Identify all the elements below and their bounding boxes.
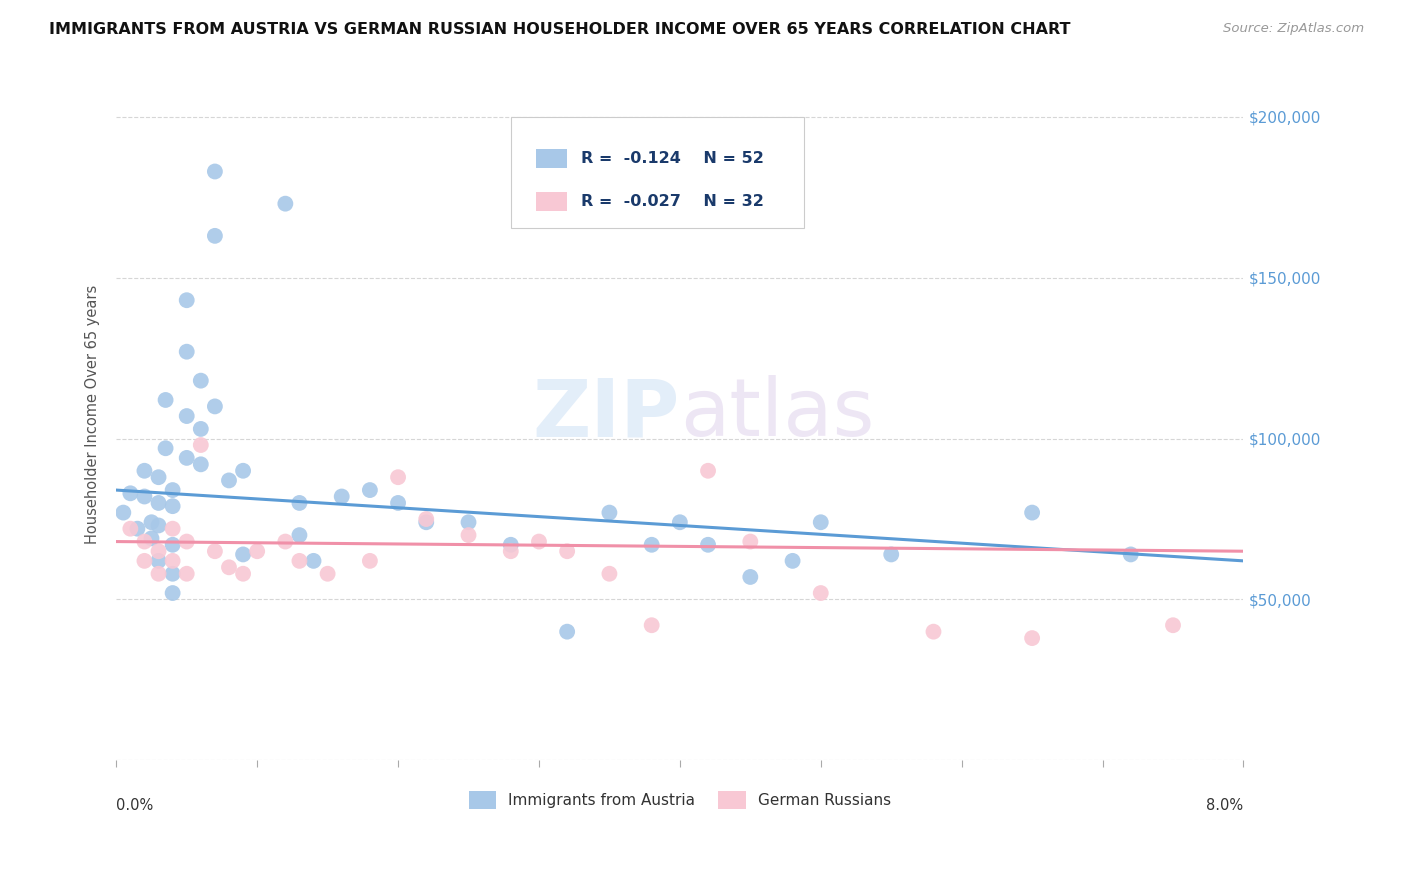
Point <box>387 496 409 510</box>
Point <box>527 534 550 549</box>
Legend: Immigrants from Austria, German Russians: Immigrants from Austria, German Russians <box>463 785 897 815</box>
Point <box>246 544 269 558</box>
Point <box>415 515 437 529</box>
Point <box>499 538 522 552</box>
Point <box>204 228 226 243</box>
Point <box>204 544 226 558</box>
Point <box>155 392 177 407</box>
Point <box>274 534 297 549</box>
Point <box>148 518 170 533</box>
Point <box>810 515 832 529</box>
Point <box>1021 506 1043 520</box>
Point <box>232 464 254 478</box>
Point <box>134 534 156 549</box>
Point <box>641 618 664 632</box>
Point <box>810 586 832 600</box>
FancyBboxPatch shape <box>510 117 804 227</box>
Point <box>120 486 142 500</box>
Point <box>162 522 184 536</box>
Point <box>316 566 339 581</box>
Point <box>190 458 212 472</box>
Point <box>176 409 198 423</box>
FancyBboxPatch shape <box>536 192 567 211</box>
Point <box>176 450 198 465</box>
Point <box>782 554 804 568</box>
Text: Source: ZipAtlas.com: Source: ZipAtlas.com <box>1223 22 1364 36</box>
Point <box>740 534 762 549</box>
Point <box>922 624 945 639</box>
Point <box>555 544 578 558</box>
Text: IMMIGRANTS FROM AUSTRIA VS GERMAN RUSSIAN HOUSEHOLDER INCOME OVER 65 YEARS CORRE: IMMIGRANTS FROM AUSTRIA VS GERMAN RUSSIA… <box>49 22 1071 37</box>
Point <box>641 538 664 552</box>
Point <box>1161 618 1184 632</box>
Y-axis label: Householder Income Over 65 years: Householder Income Over 65 years <box>86 285 100 544</box>
Text: R =  -0.027    N = 32: R = -0.027 N = 32 <box>581 194 763 209</box>
Point <box>288 496 311 510</box>
Point <box>598 506 620 520</box>
Point <box>148 566 170 581</box>
Point <box>880 548 903 562</box>
Point <box>148 554 170 568</box>
Point <box>1021 631 1043 645</box>
Point <box>162 538 184 552</box>
Point <box>162 554 184 568</box>
Point <box>669 515 692 529</box>
Point <box>162 586 184 600</box>
Point <box>288 554 311 568</box>
Point <box>190 438 212 452</box>
Point <box>141 515 163 529</box>
Point <box>232 566 254 581</box>
Point <box>176 566 198 581</box>
Point <box>112 506 135 520</box>
Point <box>141 532 163 546</box>
Point <box>697 464 720 478</box>
Point <box>162 483 184 497</box>
Point <box>176 293 198 308</box>
Point <box>1119 548 1142 562</box>
Point <box>204 164 226 178</box>
Point <box>274 196 297 211</box>
Point <box>134 490 156 504</box>
Point <box>134 464 156 478</box>
Point <box>120 522 142 536</box>
Point <box>148 496 170 510</box>
Point <box>359 554 381 568</box>
Point <box>330 490 353 504</box>
Point <box>359 483 381 497</box>
Point <box>176 344 198 359</box>
Point <box>134 554 156 568</box>
Point <box>162 566 184 581</box>
Text: ZIP: ZIP <box>533 376 681 453</box>
Point <box>127 522 149 536</box>
Text: 8.0%: 8.0% <box>1206 798 1243 814</box>
Text: atlas: atlas <box>681 376 875 453</box>
Point <box>415 512 437 526</box>
Point <box>190 374 212 388</box>
Point <box>190 422 212 436</box>
Point <box>598 566 620 581</box>
Point <box>387 470 409 484</box>
Point <box>555 624 578 639</box>
Point <box>204 400 226 414</box>
Point <box>155 442 177 456</box>
Point <box>176 534 198 549</box>
Point <box>697 538 720 552</box>
Point <box>288 528 311 542</box>
Point <box>148 544 170 558</box>
Point <box>457 515 479 529</box>
Point <box>218 474 240 488</box>
Text: 0.0%: 0.0% <box>117 798 153 814</box>
Text: R =  -0.124    N = 52: R = -0.124 N = 52 <box>581 152 763 166</box>
Point <box>499 544 522 558</box>
Point <box>740 570 762 584</box>
Point <box>302 554 325 568</box>
Point <box>218 560 240 574</box>
Point <box>457 528 479 542</box>
Point <box>232 548 254 562</box>
FancyBboxPatch shape <box>536 149 567 169</box>
Point <box>148 470 170 484</box>
Point <box>162 499 184 513</box>
